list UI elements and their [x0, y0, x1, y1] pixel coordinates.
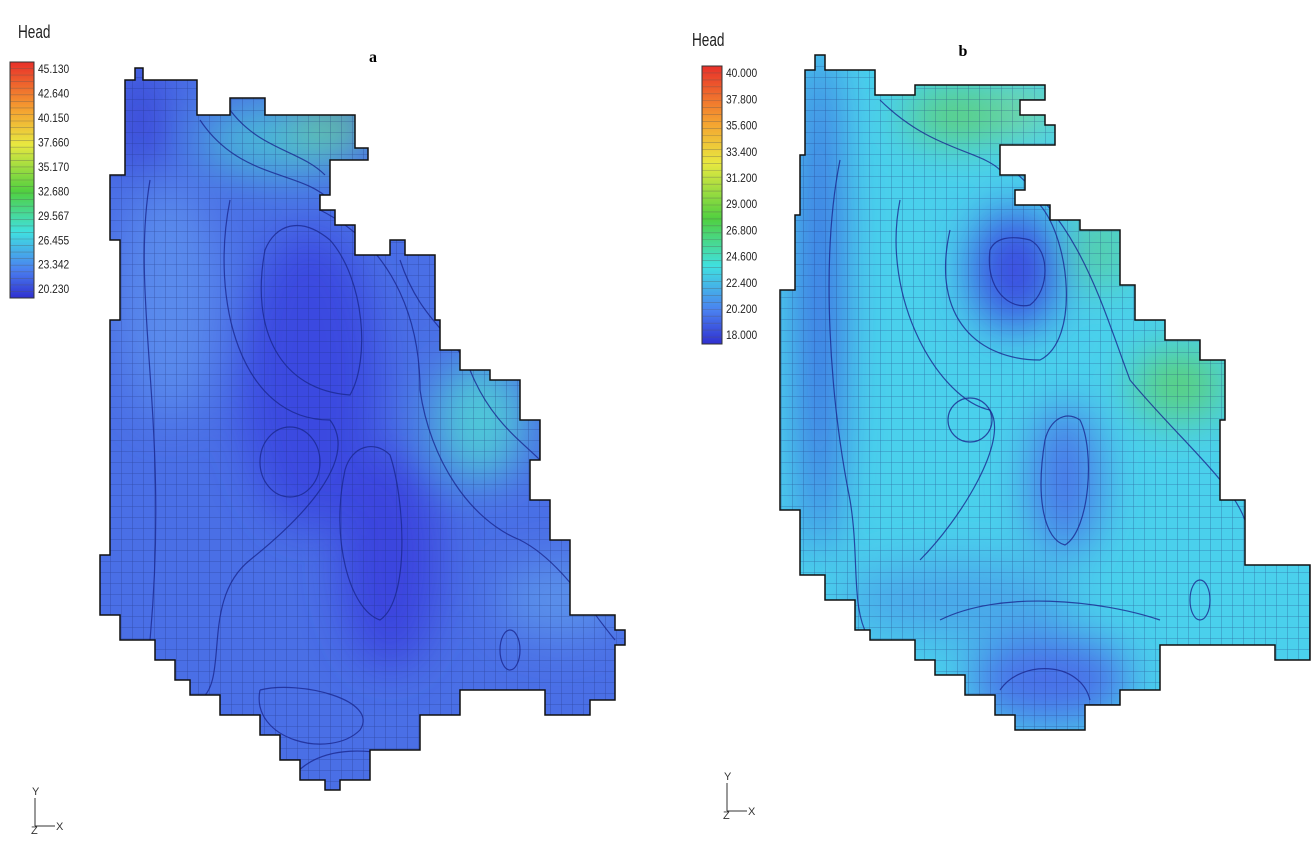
- legend-value: 24.600: [726, 251, 757, 264]
- legend-title: Head: [692, 30, 725, 51]
- legend: 40.000 37.800 35.600 33.400 31.200 29.000 26.8…: [701, 65, 757, 345]
- legend-value: 23.342: [38, 259, 69, 272]
- axis-triad: Y Z X: [723, 771, 756, 822]
- legend-value: 35.600: [726, 120, 757, 133]
- legend-value: 29.567: [38, 210, 69, 223]
- axis-triad: Y Z X: [31, 786, 64, 837]
- head-map-b: [779, 54, 1311, 731]
- legend-value: 37.800: [726, 94, 757, 107]
- legend-value: 26.800: [726, 225, 757, 238]
- legend-value: 31.200: [726, 172, 757, 185]
- legend-value: 18.000: [726, 329, 757, 342]
- axis-x-label: X: [56, 821, 64, 833]
- legend: 45.130 42.640 40.150 37.660 35.170 32.680 29.5…: [9, 61, 69, 299]
- axis-y-label: Y: [32, 786, 40, 798]
- legend-value: 20.200: [726, 303, 757, 316]
- legend-value: 40.000: [726, 67, 757, 80]
- legend-value: 42.640: [38, 88, 69, 101]
- legend-value: 20.230: [38, 283, 69, 296]
- panel-label: b: [959, 43, 968, 60]
- legend-title: Head: [18, 22, 51, 43]
- legend-value: 26.455: [38, 235, 69, 248]
- axis-z-label: Z: [723, 810, 730, 822]
- legend-value: 22.400: [726, 277, 757, 290]
- legend-value: 33.400: [726, 146, 757, 159]
- legend-value: 32.680: [38, 186, 69, 199]
- panel-label: a: [369, 49, 377, 66]
- legend-value: 45.130: [38, 63, 69, 76]
- axis-x-label: X: [748, 806, 756, 818]
- legend-value: 40.150: [38, 112, 69, 125]
- legend-value: 35.170: [38, 161, 69, 174]
- legend-value: 37.660: [38, 137, 69, 150]
- legend-value: 29.000: [726, 198, 757, 211]
- axis-z-label: Z: [31, 825, 38, 837]
- head-map-a: [99, 67, 626, 791]
- axis-y-label: Y: [724, 771, 732, 783]
